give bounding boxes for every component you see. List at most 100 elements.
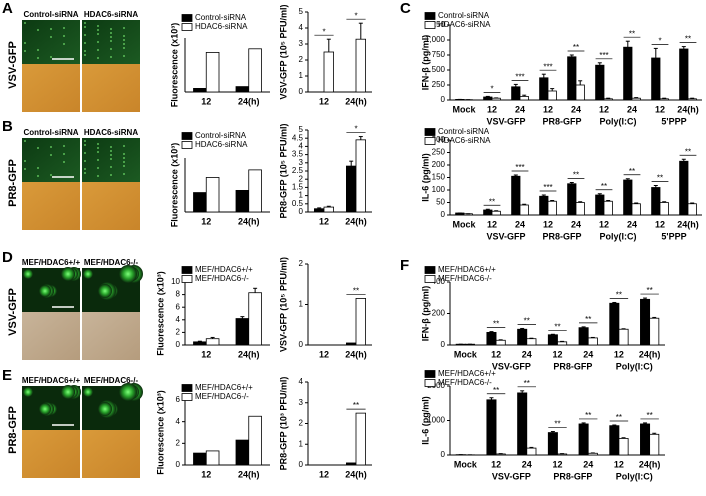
x-tick-label: 12	[552, 349, 562, 359]
legend-swatch	[181, 132, 193, 140]
cell	[123, 165, 125, 167]
y-axis-label: IL-6 (pg/ml)	[420, 396, 430, 445]
bar	[345, 165, 357, 213]
cell	[24, 42, 26, 44]
y-tick-label: 1	[299, 191, 304, 200]
bar	[205, 450, 220, 466]
y-tick-label: 100	[432, 185, 446, 194]
y-tick-label: 1	[299, 71, 304, 80]
y-tick-label: 6	[176, 302, 181, 311]
bar	[248, 48, 262, 93]
bar	[205, 338, 220, 346]
y-tick-label: 1,000	[425, 35, 446, 44]
x-tick-label: Mock	[452, 219, 476, 229]
legend-swatch	[424, 370, 436, 378]
image-label: MEF/HDAC6+/+	[22, 258, 81, 267]
bar	[193, 452, 207, 466]
significance-label: *	[490, 85, 493, 94]
cell	[83, 387, 93, 397]
y-tick-label: 150	[432, 173, 446, 182]
bar	[517, 392, 528, 456]
brightfield-image	[22, 182, 80, 230]
y-tick-label: 2	[176, 328, 181, 337]
legend-swatch	[424, 275, 436, 283]
bar	[355, 412, 367, 466]
cell	[84, 152, 86, 154]
cell	[97, 29, 99, 31]
legend-label: MEF/HDAC6+/+	[195, 383, 253, 392]
cell	[97, 159, 99, 161]
cell	[63, 27, 65, 29]
cell	[83, 269, 93, 279]
y-axis-label: IL-6 (pg/ml)	[420, 153, 430, 202]
bar	[649, 433, 660, 456]
x-tick-label: 12	[491, 459, 501, 469]
image-label: HDAC6-siRNA	[84, 10, 138, 19]
cell	[63, 161, 65, 163]
bar	[193, 88, 207, 93]
significance-label: **	[647, 286, 653, 295]
cell	[123, 161, 125, 163]
x-tick-label: 12	[655, 104, 665, 114]
cell	[63, 153, 65, 155]
x-tick-label: 12	[319, 96, 329, 106]
brightfield-image	[22, 430, 80, 478]
y-tick-label: 0	[441, 95, 446, 104]
bar	[575, 84, 585, 101]
significance-label: **	[657, 174, 663, 183]
bar	[547, 432, 558, 456]
bar	[205, 52, 220, 93]
legend-swatch	[424, 21, 436, 29]
cell	[23, 269, 33, 279]
panel-letter: E	[2, 367, 12, 384]
legend-label: Control-siRNA	[438, 11, 490, 20]
cell	[24, 50, 26, 52]
cell	[123, 35, 125, 37]
y-axis-label: Fluorescence (x10³)	[155, 390, 165, 475]
bar	[578, 423, 589, 456]
group-label: PR8-GFP	[553, 471, 592, 481]
cell	[119, 265, 137, 283]
legend-label: HDAC6-siRNA	[438, 20, 491, 29]
y-tick-label: 1	[299, 300, 304, 309]
cell	[97, 57, 99, 59]
y-tick-label: 5	[299, 125, 304, 134]
bar	[603, 200, 613, 216]
bar	[248, 415, 262, 466]
y-tick-label: 4	[299, 377, 304, 386]
cell	[50, 174, 52, 176]
y-tick-label: 3	[299, 39, 304, 48]
panel-letter: D	[2, 249, 13, 266]
image-label: MEF/HDAC6+/+	[22, 376, 81, 385]
significance-label: ***	[543, 183, 552, 192]
cell	[84, 144, 86, 146]
cell	[24, 160, 26, 162]
bar	[517, 328, 528, 346]
cell	[110, 28, 112, 30]
cell	[98, 402, 112, 416]
legend-label: MEF/HDAC6+/+	[438, 265, 496, 274]
y-axis-label: Fluorescence (x10³)	[169, 23, 179, 108]
x-tick-label: Mock	[454, 349, 478, 359]
significance-label: *	[354, 11, 357, 20]
cell	[84, 168, 86, 170]
cell	[24, 168, 26, 170]
cell	[123, 47, 125, 49]
y-tick-label: 250	[432, 80, 446, 89]
bar	[235, 439, 250, 466]
y-axis-label: IFN-β (pg/ml)	[420, 286, 430, 341]
y-tick-label: 4	[176, 417, 181, 426]
row-label: PR8-GFP	[7, 406, 19, 454]
cell	[97, 143, 99, 145]
legend-swatch	[424, 379, 436, 387]
bar	[587, 337, 598, 346]
y-tick-label: 500	[432, 65, 446, 74]
x-tick-label: 12	[655, 219, 665, 229]
x-tick-label: 12	[319, 469, 329, 479]
group-label: Poly(I:C)	[600, 231, 637, 241]
x-tick-label: 24	[515, 219, 525, 229]
group-label: PR8-GFP	[542, 231, 581, 241]
legend-swatch	[181, 275, 193, 283]
cell	[84, 140, 86, 142]
